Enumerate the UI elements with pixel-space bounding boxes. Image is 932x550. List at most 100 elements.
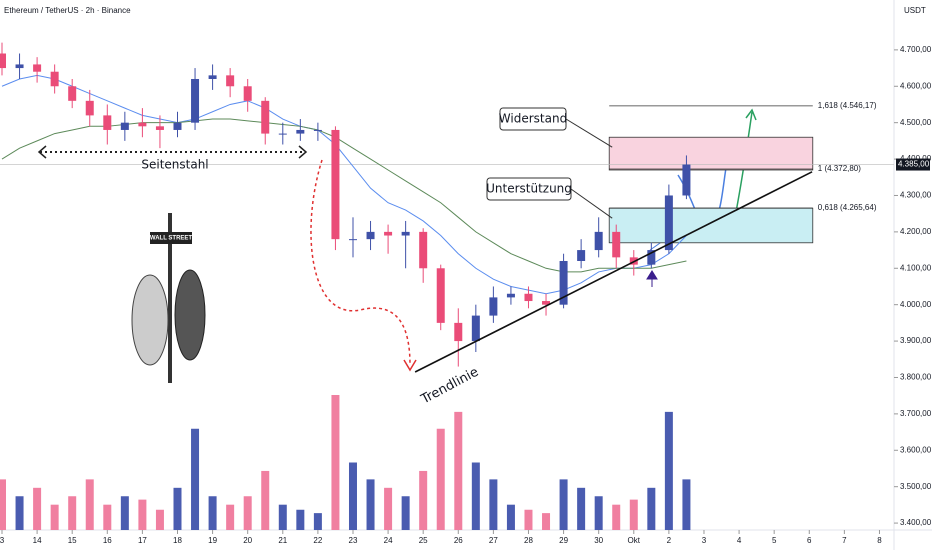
candle-body (612, 231, 621, 258)
x-tick-label: 8 (877, 536, 882, 545)
candle-body (33, 64, 42, 72)
y-tick-label: 4.600,00 (900, 81, 932, 90)
candle-body (506, 293, 515, 298)
x-tick-label: 7 (842, 536, 847, 545)
x-tick-label: 20 (243, 536, 252, 545)
trendline (414, 171, 813, 373)
volume-bar (33, 487, 42, 530)
candle-body (296, 129, 305, 134)
candle-body (647, 250, 656, 265)
sign-post (168, 213, 172, 383)
candle-body (208, 75, 217, 79)
plot: 3.400,00 3.500,00 3.600,00 3.700,00 3.800,00… (0, 42, 932, 545)
y-tick-label: 3.800,00 (900, 373, 932, 382)
candle-body (559, 260, 568, 305)
volume-bar (278, 504, 287, 530)
volume-bar (647, 487, 656, 530)
candle-body (542, 301, 551, 305)
volume-bar (612, 504, 621, 530)
y-tick-label: 3.900,00 (900, 336, 932, 345)
candle-body (331, 129, 340, 240)
zone (608, 136, 814, 171)
candle-body (471, 315, 480, 342)
candle-body (366, 231, 375, 240)
moving-average (1, 118, 687, 273)
volume-bar (138, 499, 147, 530)
x-tick-label: 6 (807, 536, 812, 545)
drawings (37, 108, 757, 383)
volume-bar (594, 496, 603, 530)
volume-bar (559, 479, 568, 530)
x-tick-label: 29 (559, 536, 568, 545)
range-label: Seitenstahl (141, 158, 208, 172)
y-tick-label: 4.300,00 (900, 191, 932, 200)
volume-bar (243, 496, 252, 530)
volume-bar (226, 504, 235, 530)
x-tick-label: 17 (138, 536, 147, 545)
x-tick-label: 2 (667, 536, 672, 545)
last-price-tag (896, 158, 930, 171)
x-tick-label: 24 (384, 536, 393, 545)
volume-bar (664, 411, 673, 530)
candle-body (524, 293, 533, 302)
y-tick-label: 4.500,00 (900, 118, 932, 127)
volume-bar (436, 428, 445, 530)
volume-bar (208, 496, 217, 530)
y-tick-label: 4.100,00 (900, 263, 932, 272)
volume-bar (629, 499, 638, 530)
x-tick-label: 5 (772, 536, 777, 545)
volume-bar (331, 395, 340, 530)
volume-bar (15, 496, 24, 530)
fib-label: 1,618 (4.546,17) (818, 101, 877, 110)
candle-body (138, 122, 147, 127)
sign-text: WALL STREET (150, 236, 193, 242)
volume-bar (366, 479, 375, 530)
volume-bar (120, 496, 129, 530)
x-tick-label: 21 (278, 536, 287, 545)
volume-bar (261, 470, 270, 530)
arrow-head (403, 359, 417, 372)
zone-label: Unterstützung (486, 182, 572, 196)
candle-body (15, 64, 24, 69)
fib-label: 0,618 (4.265,64) (818, 203, 877, 212)
x-tick-label: 22 (313, 536, 322, 545)
volume-bar (50, 504, 59, 530)
volume-bar (103, 504, 112, 530)
zone-label: Widerstand (499, 112, 567, 126)
candle-body (243, 86, 252, 101)
candle-body (594, 231, 603, 251)
y-tick-label: 3.600,00 (900, 445, 932, 454)
candle-body (155, 126, 164, 130)
up-arrow (646, 270, 658, 287)
candle-body (384, 231, 393, 236)
x-tick-label: 19 (208, 536, 217, 545)
arrow-head (37, 145, 308, 159)
volume-bar (85, 479, 94, 530)
projection-path (310, 159, 411, 366)
volume-bar (542, 513, 551, 530)
x-tick-label: Okt (628, 536, 641, 545)
x-tick-label: 15 (68, 536, 77, 545)
x-tick-label: 26 (454, 536, 463, 545)
volume-bar (68, 496, 77, 530)
x-tick-label: 18 (173, 536, 182, 545)
x-tick-label: 16 (103, 536, 112, 545)
y-tick-label: 3.500,00 (900, 482, 932, 491)
volume-bar (419, 470, 428, 530)
bear-figure (131, 274, 169, 366)
x-tick-label: 30 (594, 536, 603, 545)
volume-bar (0, 479, 6, 530)
candle-body (226, 75, 235, 87)
volume-bar (155, 509, 164, 530)
candle-body (489, 297, 498, 316)
sign-board (150, 232, 192, 244)
candle-body (103, 115, 112, 130)
volume-bar (313, 513, 322, 530)
volume-bar (384, 487, 393, 530)
y-tick-label: 3.700,00 (900, 409, 932, 418)
y-tick-label: 3.400,00 (900, 518, 932, 527)
candle-body (278, 133, 287, 135)
